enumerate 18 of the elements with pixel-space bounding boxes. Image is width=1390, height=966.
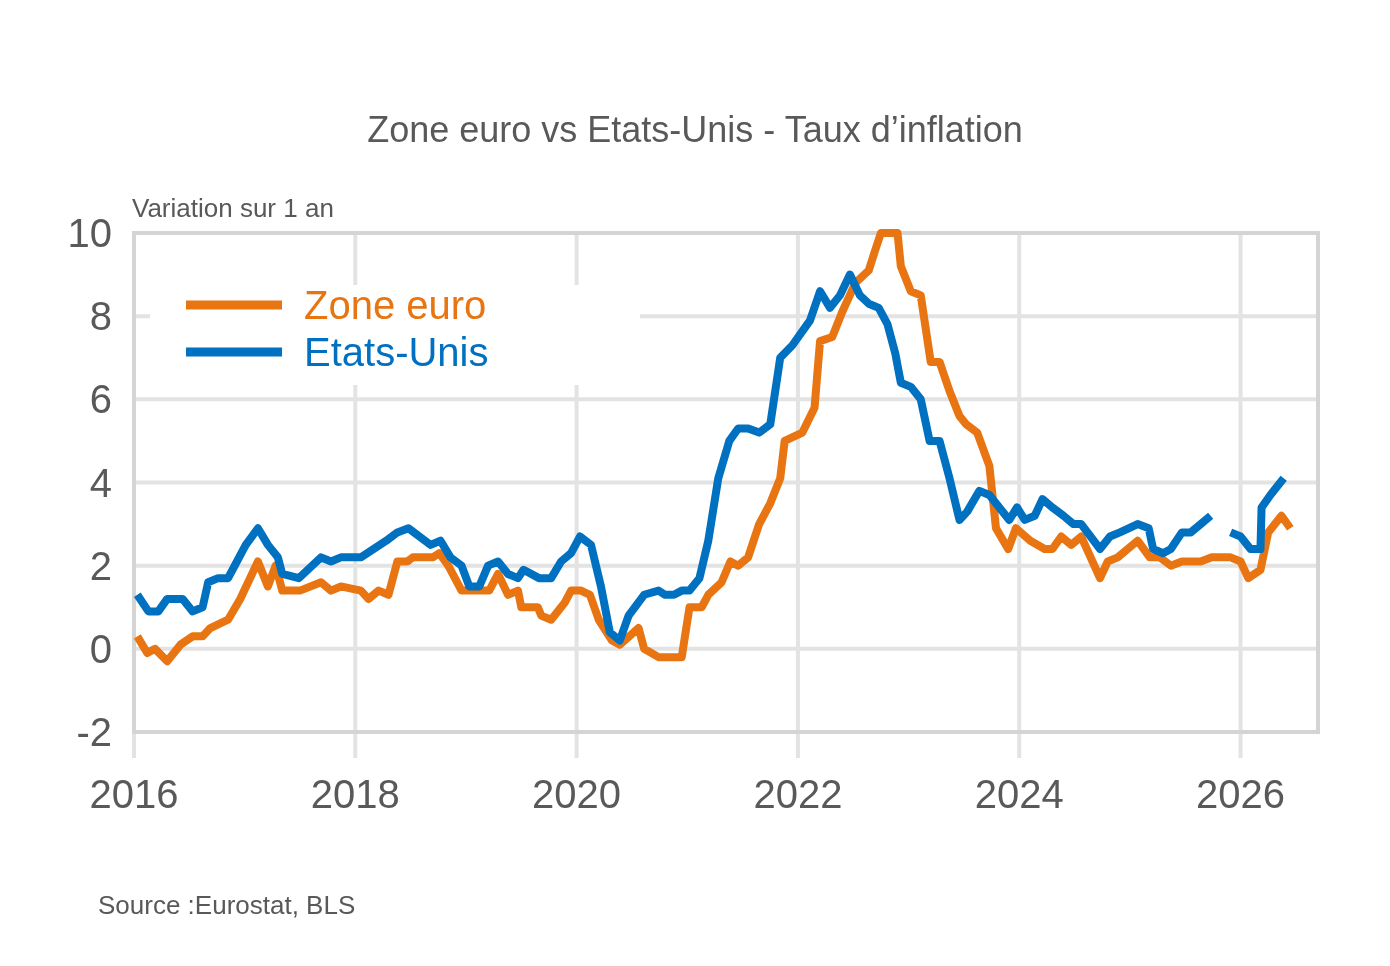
y-tick-label: 10 <box>67 211 112 255</box>
y-axis-title: Variation sur 1 an <box>132 193 334 223</box>
legend-label: Zone euro <box>304 283 487 327</box>
source-note: Source :Eurostat, BLS <box>98 890 356 920</box>
y-tick-label: -2 <box>76 710 112 754</box>
y-tick-label: 4 <box>89 460 112 505</box>
y-tick-label: 8 <box>89 294 112 339</box>
y-tick-label: 2 <box>89 543 112 588</box>
y-tick-label: 0 <box>89 626 112 671</box>
chart-title: Zone euro vs Etats-Unis - Taux d’inflation <box>367 109 1023 150</box>
x-tick-label: 2020 <box>532 772 622 816</box>
legend-label: Etats-Unis <box>304 330 489 374</box>
x-tick-label: 2016 <box>89 772 179 816</box>
y-tick-label: 6 <box>89 377 112 422</box>
x-tick-label: 2026 <box>1196 772 1286 816</box>
x-tick-label: 2018 <box>310 772 400 816</box>
x-tick-label: 2022 <box>753 772 843 816</box>
x-tick-label: 2024 <box>974 772 1064 816</box>
